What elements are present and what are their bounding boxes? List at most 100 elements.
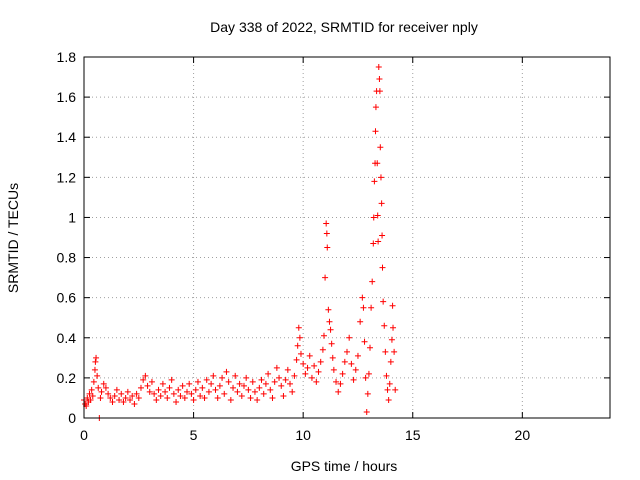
data-point bbox=[170, 390, 177, 397]
data-point bbox=[230, 384, 237, 391]
data-point bbox=[120, 398, 127, 405]
x-axis-label: GPS time / hours bbox=[291, 458, 398, 474]
data-point bbox=[276, 374, 283, 381]
data-point bbox=[372, 104, 379, 111]
data-point bbox=[155, 386, 162, 393]
data-point bbox=[219, 374, 226, 381]
data-point bbox=[367, 344, 374, 351]
data-point bbox=[317, 358, 324, 365]
data-point bbox=[325, 306, 332, 313]
data-point bbox=[146, 388, 153, 395]
data-point bbox=[311, 362, 318, 369]
data-point bbox=[210, 372, 217, 379]
data-point bbox=[91, 366, 98, 373]
data-point bbox=[313, 378, 320, 385]
data-point bbox=[378, 200, 385, 207]
data-point bbox=[186, 380, 193, 387]
data-point bbox=[260, 390, 267, 397]
data-point bbox=[153, 396, 160, 403]
data-point bbox=[360, 304, 367, 311]
data-point bbox=[116, 396, 123, 403]
data-point bbox=[247, 394, 254, 401]
data-point bbox=[124, 388, 131, 395]
data-point bbox=[329, 354, 336, 361]
data-point bbox=[383, 372, 390, 379]
data-point bbox=[322, 274, 329, 281]
data-point bbox=[368, 304, 375, 311]
data-point bbox=[109, 398, 116, 405]
data-point bbox=[157, 392, 164, 399]
data-point bbox=[324, 244, 331, 251]
data-point bbox=[173, 398, 180, 405]
data-point bbox=[90, 378, 97, 385]
data-point bbox=[208, 380, 215, 387]
data-point bbox=[118, 390, 125, 397]
data-point bbox=[238, 392, 245, 399]
data-point bbox=[296, 334, 303, 341]
data-point bbox=[131, 400, 138, 407]
data-point bbox=[348, 360, 355, 367]
data-point bbox=[194, 378, 201, 385]
data-point bbox=[315, 368, 322, 375]
data-point bbox=[339, 370, 346, 377]
data-point bbox=[133, 390, 140, 397]
data-point bbox=[93, 354, 100, 361]
data-point bbox=[289, 388, 296, 395]
x-tick-label: 0 bbox=[80, 427, 88, 443]
y-tick-label: 1 bbox=[68, 209, 76, 225]
data-point bbox=[363, 408, 370, 415]
data-point bbox=[245, 386, 252, 393]
data-point bbox=[122, 394, 129, 401]
data-point bbox=[319, 346, 326, 353]
data-point bbox=[190, 396, 197, 403]
data-point bbox=[88, 386, 95, 393]
data-point bbox=[216, 382, 223, 389]
data-point bbox=[384, 386, 391, 393]
data-point bbox=[127, 396, 134, 403]
data-point bbox=[362, 374, 369, 381]
x-tick-label: 10 bbox=[295, 427, 311, 443]
y-tick-label: 0.2 bbox=[57, 370, 77, 386]
data-point bbox=[376, 88, 383, 95]
data-point bbox=[280, 392, 287, 399]
data-point bbox=[374, 160, 381, 167]
data-point bbox=[284, 366, 291, 373]
y-tick-label: 1.6 bbox=[57, 89, 77, 105]
data-point bbox=[297, 350, 304, 357]
data-point bbox=[291, 372, 298, 379]
data-point bbox=[370, 240, 377, 247]
data-point bbox=[341, 358, 348, 365]
data-point bbox=[256, 384, 263, 391]
x-tick-label: 15 bbox=[405, 427, 421, 443]
data-point bbox=[320, 332, 327, 339]
data-point bbox=[327, 326, 334, 333]
data-point bbox=[370, 214, 377, 221]
data-point bbox=[221, 390, 228, 397]
data-point bbox=[100, 380, 107, 387]
data-point bbox=[144, 382, 151, 389]
data-point bbox=[352, 366, 359, 373]
data-point bbox=[95, 384, 102, 391]
data-point bbox=[390, 324, 397, 331]
data-point bbox=[392, 386, 399, 393]
data-point bbox=[282, 376, 289, 383]
data-point bbox=[326, 318, 333, 325]
data-point bbox=[94, 372, 101, 379]
data-point bbox=[382, 348, 389, 355]
y-tick-label: 1.8 bbox=[57, 49, 77, 65]
data-point bbox=[113, 386, 120, 393]
data-point bbox=[308, 374, 315, 381]
data-point bbox=[214, 394, 221, 401]
data-point bbox=[372, 128, 379, 135]
data-point bbox=[386, 380, 393, 387]
data-point bbox=[387, 358, 394, 365]
grid bbox=[84, 57, 610, 418]
data-point bbox=[354, 352, 361, 359]
data-point bbox=[148, 378, 155, 385]
data-point bbox=[175, 386, 182, 393]
data-point bbox=[344, 348, 350, 355]
data-point bbox=[249, 378, 256, 385]
data-point bbox=[357, 318, 364, 325]
data-point bbox=[142, 372, 149, 379]
